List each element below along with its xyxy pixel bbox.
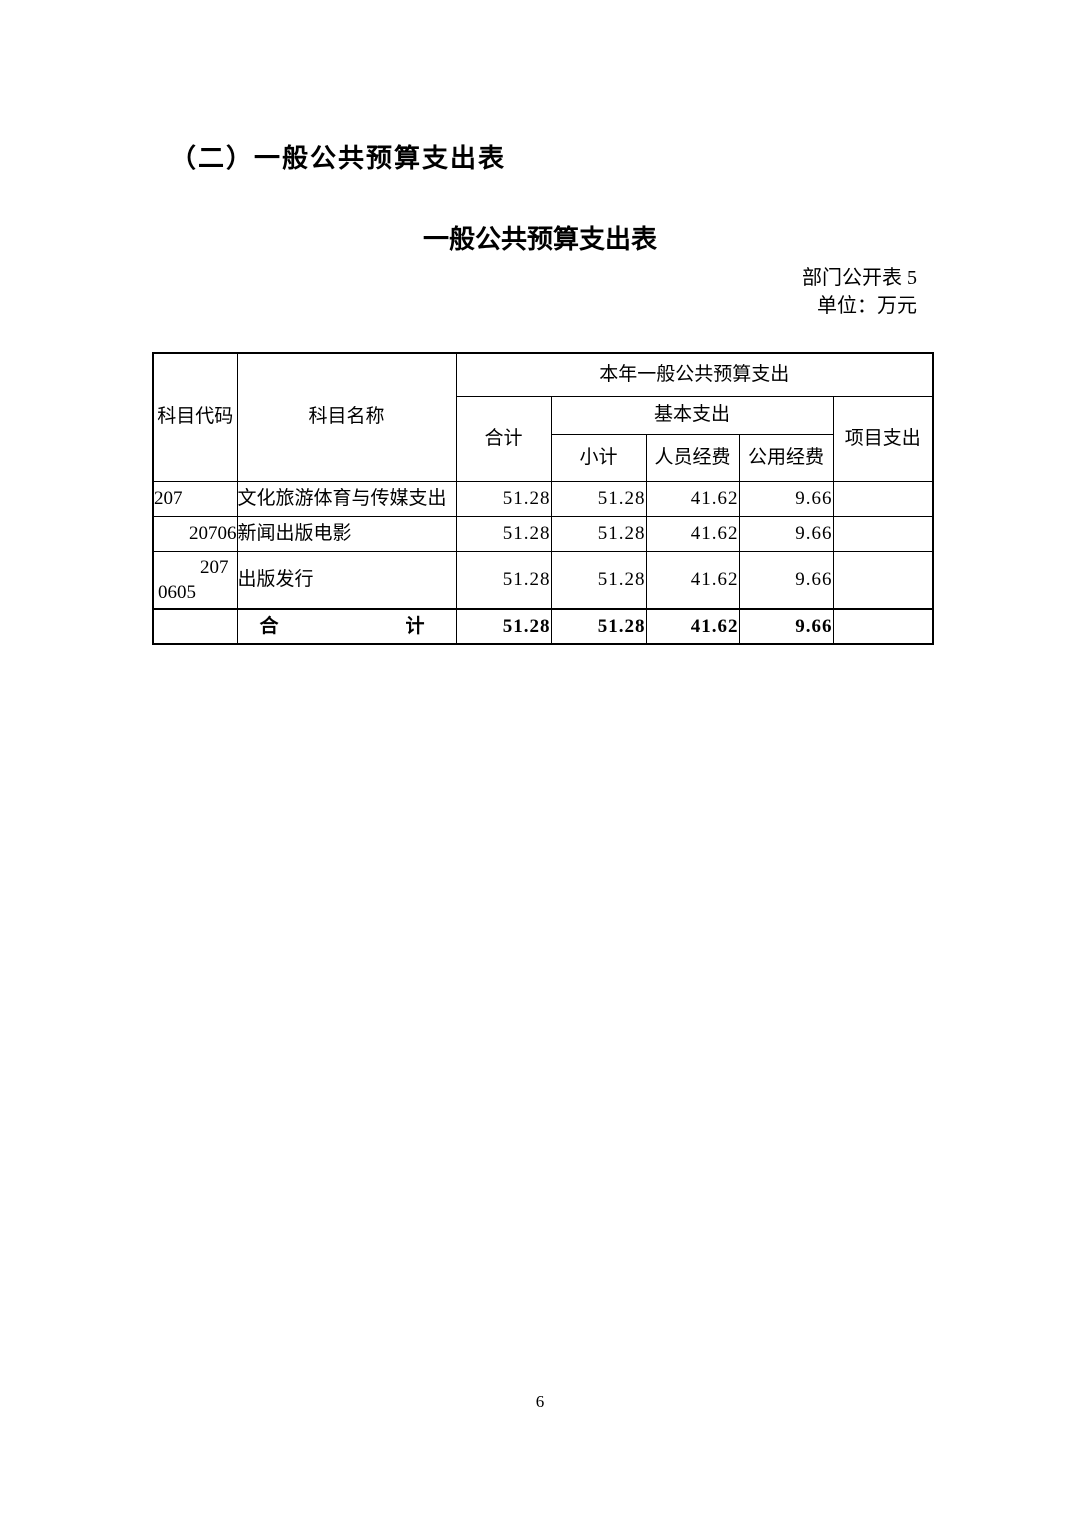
cell-project [832,608,934,645]
total-label-char-2: 计 [405,615,425,637]
cell-personnel: 41.62 [645,480,740,517]
header-basic-expenditure: 基本支出 [550,395,834,435]
header-subject-name: 科目名称 [236,352,457,482]
cell-public: 9.66 [738,608,834,645]
header-total: 合计 [455,395,552,482]
cell-public: 9.66 [738,515,834,552]
table-row: 20706 新闻出版电影 51.28 51.28 41.62 9.66 [152,515,934,552]
header-project-expenditure: 项目支出 [832,395,934,482]
total-label-char-1: 合 [259,615,279,637]
header-public-funds: 公用经费 [738,433,834,482]
cell-total-label: 合 计 [236,608,457,645]
cell-name: 出版发行 [236,550,457,610]
budget-table: 科目代码 科目名称 本年一般公共预算支出 合计 基本支出 项目支出 小计 人员经… [152,352,935,645]
table-meta: 部门公开表 5 单位：万元 [802,264,917,320]
section-heading: （二）一般公共预算支出表 [170,144,507,173]
cell-code: 207 0605 [152,550,238,610]
meta-unit: 单位：万元 [817,295,917,317]
cell-code: 207 [152,480,238,517]
cell-public: 9.66 [738,550,834,610]
cell-name: 新闻出版电影 [236,515,457,552]
meta-table-number: 部门公开表 5 [802,267,917,289]
header-row-1: 科目代码 科目名称 本年一般公共预算支出 [152,352,934,482]
cell-subtotal: 51.28 [550,550,647,610]
table-row: 207 文化旅游体育与传媒支出 51.28 51.28 41.62 9.66 [152,480,934,517]
page-number: 6 [535,1392,545,1411]
cell-personnel: 41.62 [645,608,740,645]
cell-project [832,480,934,517]
header-personnel-funds: 人员经费 [645,433,740,482]
cell-project [832,550,934,610]
cell-public: 9.66 [738,480,834,517]
code-line-1: 207 [200,556,229,578]
cell-total: 51.28 [455,480,552,517]
cell-personnel: 41.62 [645,550,740,610]
table-total-row: 合 计 51.28 51.28 41.62 9.66 [152,608,934,645]
cell-name: 文化旅游体育与传媒支出 [236,480,457,517]
cell-code-empty [152,608,238,645]
header-row-2: 合计 基本支出 项目支出 [153,395,934,482]
header-row-3: 小计 人员经费 公用经费 [153,433,933,482]
cell-code: 20706 [152,515,238,552]
cell-total: 51.28 [455,608,552,645]
cell-total: 51.28 [455,550,552,610]
header-subject-code: 科目代码 [152,352,238,482]
cell-total: 51.28 [455,515,552,552]
cell-subtotal: 51.28 [550,480,647,517]
header-subtotal: 小计 [550,433,647,482]
cell-subtotal: 51.28 [550,515,647,552]
table-row: 207 0605 出版发行 51.28 51.28 41.62 9.66 [152,550,934,610]
header-current-year-expenditure: 本年一般公共预算支出 [455,352,934,397]
table-title: 一般公共预算支出表 [422,224,657,254]
code-line-2: 0605 [158,581,196,603]
cell-project [832,515,934,552]
cell-subtotal: 51.28 [550,608,647,645]
cell-personnel: 41.62 [645,515,740,552]
